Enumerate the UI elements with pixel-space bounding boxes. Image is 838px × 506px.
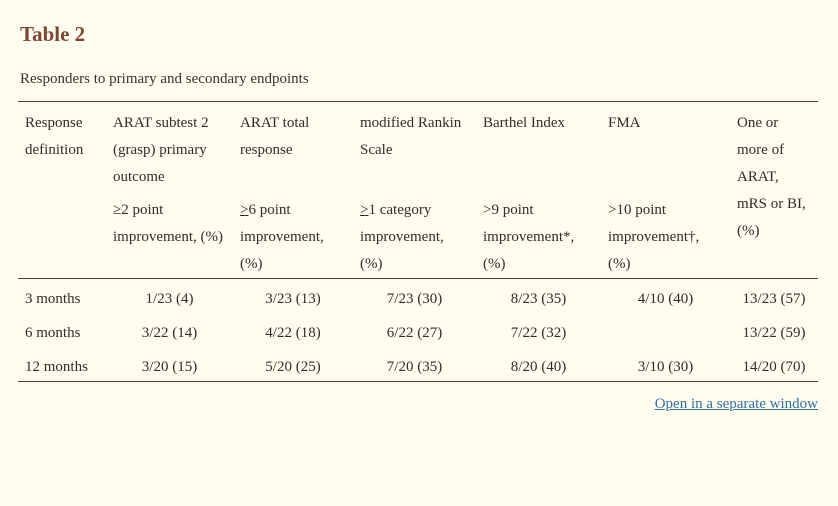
table-cell: 3/20 (15) (141, 359, 198, 375)
table-footer: Open in a separate window (18, 396, 818, 413)
criteria-text-4: 9 point improvement*, (%) (483, 202, 575, 272)
criteria-barthel: >9 point improvement*, (%) (476, 191, 601, 279)
table-cell: 5/20 (25) (265, 359, 321, 375)
criteria-symbol-1: ≥ (113, 202, 122, 218)
column-header-fma: FMA (608, 115, 641, 131)
table-row-6-months: 6 months 3/22 (14) 4/22 (18) 6/22 (27) 7… (18, 313, 818, 347)
column-header-response-definition: Response definition (25, 115, 84, 158)
table-cell: 8/20 (40) (510, 359, 567, 375)
column-header-mrs: modified Rankin Scale (360, 115, 462, 158)
criteria-arat-subtest: ≥2 point improvement, (%) (106, 191, 233, 279)
criteria-symbol-5: > (608, 202, 617, 218)
table-cell: 14/20 (70) (742, 359, 806, 375)
criteria-text-2: 6 point improvement, (%) (240, 202, 324, 272)
table-row-3-months: 3 months 1/23 (4) 3/23 (13) 7/23 (30) 8/… (18, 279, 818, 314)
column-header-arat-total: ARAT total response (240, 115, 310, 158)
table-cell: 3/22 (14) (141, 325, 198, 341)
table-row-12-months: 12 months 3/20 (15) 5/20 (25) 7/20 (35) … (18, 347, 818, 382)
open-separate-window-link[interactable]: Open in a separate window (654, 396, 818, 412)
criteria-text-3: 1 category improvement, (%) (360, 202, 444, 272)
criteria-symbol-4: > (483, 202, 492, 218)
table-cell: 1/23 (4) (145, 291, 194, 307)
table-cell: 6/22 (27) (386, 325, 443, 341)
row-label: 6 months (25, 325, 81, 341)
table-cell: 13/22 (59) (742, 325, 806, 341)
row-label: 12 months (25, 359, 88, 375)
column-header-arat-subtest: ARAT subtest 2 (grasp) primary outcome (113, 115, 209, 185)
column-header-barthel: Barthel Index (483, 115, 566, 131)
table-caption: Responders to primary and secondary endp… (20, 71, 309, 87)
table-cell: 4/22 (18) (265, 325, 321, 341)
table-cell: 13/23 (57) (742, 291, 806, 307)
table-number-title: Table 2 (20, 22, 86, 46)
criteria-mrs: >1 category improvement, (%) (353, 191, 476, 279)
table-cell: 3/23 (13) (265, 291, 321, 307)
column-header-composite: One or more of ARAT, mRS or BI, (%) (737, 115, 806, 239)
table-view-page: Table 2 Responders to primary and second… (18, 22, 818, 413)
table-cell: 7/23 (30) (386, 291, 443, 307)
criteria-fma: >10 point improvement†, (%) (601, 191, 730, 279)
table-cell: 4/10 (40) (637, 291, 694, 307)
table-cell: 3/10 (30) (637, 359, 694, 375)
criteria-text-5: 10 point improvement†, (%) (608, 202, 700, 272)
header-names-row: Response definition ARAT subtest 2 (gras… (18, 102, 818, 239)
criteria-arat-total: >6 point improvement, (%) (233, 191, 353, 279)
header-criteria-row: ≥2 point improvement, (%) >6 point impro… (18, 191, 818, 279)
table-cell: 8/23 (35) (510, 291, 567, 307)
responders-table: Response definition ARAT subtest 2 (gras… (18, 101, 818, 382)
criteria-symbol-2: > (240, 202, 249, 218)
row-label: 3 months (25, 291, 81, 307)
criteria-symbol-3: > (360, 202, 369, 218)
table-cell: 7/22 (32) (510, 325, 567, 341)
table-cell: 7/20 (35) (386, 359, 443, 375)
table-cell (601, 313, 730, 347)
table-body: 3 months 1/23 (4) 3/23 (13) 7/23 (30) 8/… (18, 279, 818, 382)
criteria-text-1: 2 point improvement, (%) (113, 202, 223, 245)
table-header: Response definition ARAT subtest 2 (gras… (18, 102, 818, 279)
